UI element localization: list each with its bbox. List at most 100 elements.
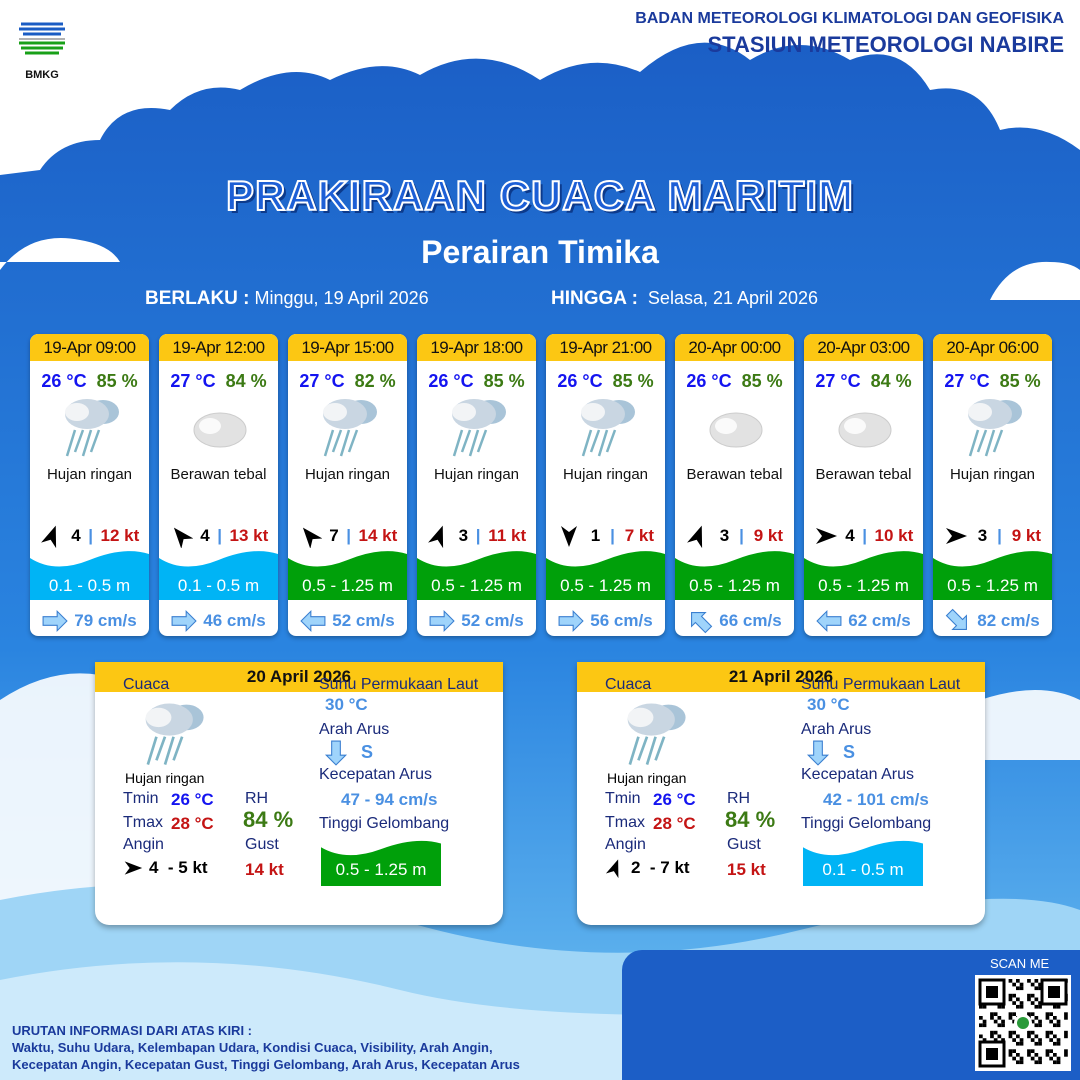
gust-speed: 9 kt	[1011, 526, 1042, 545]
tmax-label: Tmax	[123, 814, 163, 831]
current-direction-icon	[42, 609, 68, 633]
current-direction-label: Arah Arus	[801, 721, 872, 738]
wave-height-value: 0.5 - 1.25 m	[335, 860, 427, 879]
current-direction-icon	[806, 740, 830, 766]
weather-condition: Berawan tebal	[815, 466, 912, 483]
humidity: 85 %	[999, 371, 1041, 391]
tmin-label: Tmin	[605, 790, 641, 807]
humidity: 85 %	[741, 371, 783, 391]
wave-height: 0.5 - 1.25 m	[417, 548, 536, 600]
wind-speed: 3	[719, 526, 730, 545]
overcast-icon	[709, 412, 762, 448]
current-direction-label: Arah Arus	[319, 721, 390, 738]
wave-shape	[933, 551, 1052, 600]
forecast-time: 19-Apr 18:00	[417, 334, 536, 361]
forecast-time: 20-Apr 06:00	[933, 334, 1052, 361]
divider: |	[739, 526, 744, 545]
gust-label: Gust	[727, 836, 761, 853]
forecast-card: 19-Apr 18:00 26 °C 85 % Hujan ringan 3 | 1…	[417, 334, 536, 636]
current-speed: 46 cm/s	[203, 611, 266, 630]
scan-label: SCAN ME	[990, 956, 1050, 971]
light-rain-icon	[64, 399, 119, 457]
gust-value: 14 kt	[245, 860, 284, 879]
forecast-time: 19-Apr 15:00	[288, 334, 407, 361]
humidity: 84 %	[870, 371, 912, 391]
wave-height-value: 0.5 - 1.25 m	[431, 576, 522, 595]
weather-label: Cuaca	[123, 676, 170, 693]
wind-direction-icon	[427, 525, 443, 548]
wind-speed: 4	[845, 526, 855, 545]
rh-value: 84 %	[243, 807, 294, 832]
rh-label: RH	[245, 790, 269, 807]
valid-from-label: BERLAKU :	[145, 288, 250, 309]
wind-direction-icon	[173, 527, 193, 548]
wind-range: 4 - 5 kt	[149, 858, 208, 877]
wind-direction-icon	[686, 525, 703, 548]
light-rain-icon	[967, 399, 1022, 457]
wave-shape	[675, 551, 794, 600]
wave-height-value: 0.5 - 1.25 m	[302, 576, 393, 595]
humidity: 84 %	[225, 371, 267, 391]
wind-direction-icon	[560, 526, 577, 547]
wave-height-value: 0.5 - 1.25 m	[689, 576, 780, 595]
humidity: 85 %	[483, 371, 525, 391]
forecast-card: 20-Apr 03:00 27 °C 84 % Berawan tebal 4 |…	[804, 334, 923, 636]
gust-speed: 14 kt	[358, 526, 398, 545]
current-speed: 52 cm/s	[461, 611, 524, 630]
gust-speed: 13 kt	[229, 526, 269, 545]
wind-speed: 3	[977, 526, 988, 545]
forecast-card: 19-Apr 21:00 26 °C 85 % Hujan ringan 1 | 7…	[546, 334, 665, 636]
gust-speed: 10 kt	[874, 526, 914, 545]
current-direction-icon	[324, 740, 348, 766]
current-speed: 52 cm/s	[332, 611, 395, 630]
current-direction-icon	[558, 609, 584, 633]
wave-label: Tinggi Gelombang	[319, 815, 450, 832]
tmin-value: 26 °C	[653, 790, 696, 809]
forecast-time: 20-Apr 00:00	[675, 334, 794, 361]
current-direction-icon	[429, 609, 455, 633]
valid-from-date: Minggu, 19 April 2026	[254, 288, 429, 308]
current-speed: 56 cm/s	[590, 611, 653, 630]
sst-label: Suhu Permukaan Laut	[319, 676, 479, 693]
current-direction-icon	[946, 608, 968, 630]
tmax-label: Tmax	[605, 814, 645, 831]
valid-to-date: Selasa, 21 April 2026	[647, 288, 819, 308]
current-speed-value: 42 - 101 cm/s	[823, 790, 929, 809]
forecast-time: 19-Apr 09:00	[30, 334, 149, 361]
wave-height-value: 0.1 - 0.5 m	[48, 576, 131, 595]
weather-condition: Hujan ringan	[949, 466, 1036, 483]
wave-shape	[159, 551, 278, 600]
current-direction-value: S	[843, 742, 856, 762]
daily-date: 21 April 2026	[577, 662, 985, 692]
divider: |	[346, 526, 351, 545]
sst-label: Suhu Permukaan Laut	[801, 676, 961, 693]
tmin-label: Tmin	[123, 790, 159, 807]
weather-condition: Hujan ringan	[433, 466, 520, 483]
light-rain-icon	[451, 399, 506, 457]
agency-name: BADAN METEOROLOGI KLIMATOLOGI DAN GEOFIS…	[635, 10, 1064, 27]
wave-shape	[546, 551, 665, 600]
rh-label: RH	[727, 790, 751, 807]
wave-height: 0.5 - 1.25 m	[321, 838, 441, 886]
wave-shape	[803, 840, 923, 886]
wind-speed: 4	[71, 526, 81, 545]
wave-height: 0.5 - 1.25 m	[933, 548, 1052, 600]
wave-shape	[804, 551, 923, 600]
wave-height: 0.5 - 1.25 m	[804, 548, 923, 600]
bmkg-logo: BMKG	[14, 12, 70, 83]
forecast-time: 19-Apr 21:00	[546, 334, 665, 361]
qr-code[interactable]	[975, 975, 1071, 1071]
wave-height: 0.1 - 0.5 m	[803, 838, 923, 886]
wave-height: 0.1 - 0.5 m	[30, 548, 149, 600]
divider: |	[88, 526, 93, 545]
humidity: 85 %	[612, 371, 654, 391]
weather-condition: Berawan tebal	[170, 466, 267, 483]
gust-speed: 9 kt	[753, 526, 784, 545]
temperature: 26 °C	[686, 371, 732, 391]
weather-condition: Hujan ringan	[607, 770, 687, 786]
divider: |	[997, 526, 1002, 545]
current-speed: 66 cm/s	[719, 611, 782, 630]
sst-value: 30 °C	[807, 695, 850, 714]
humidity: 82 %	[354, 371, 396, 391]
current-speed: 79 cm/s	[74, 611, 137, 630]
